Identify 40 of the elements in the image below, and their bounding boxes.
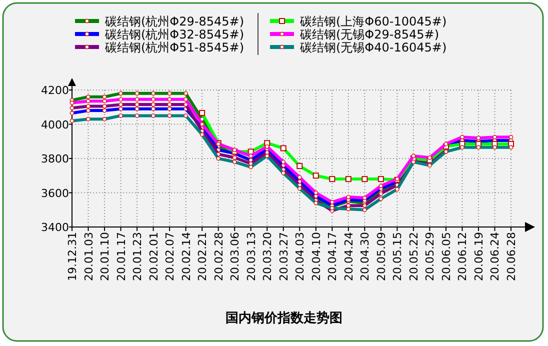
legend-label: 碳结钢(杭州Φ51-8545#) xyxy=(104,40,244,54)
y-tick-label: 4000 xyxy=(41,118,69,132)
x-tick-label: 20.05.22 xyxy=(407,232,420,281)
x-tick-label: 20.02.07 xyxy=(164,232,177,281)
x-tick-label: 20.02.28 xyxy=(212,232,226,281)
x-tick-label: 20.01.23 xyxy=(131,232,144,281)
x-tick-label: 20.03.20 xyxy=(261,232,274,281)
x-tick-label: 20.06.24 xyxy=(488,232,502,281)
text: 国内钢价指数走势图 xyxy=(226,310,342,326)
legend-label: 碳结钢(上海Φ60-10045#) xyxy=(299,14,447,28)
x-tick-label: 20.04.24 xyxy=(342,232,356,281)
x-tick-label: 20.03.27 xyxy=(277,232,290,281)
x-tick-label: 20.05.29 xyxy=(424,232,437,281)
x-tick-label: 20.06.28 xyxy=(505,232,518,281)
x-tick-label: 20.04.30 xyxy=(358,232,372,281)
legend-label: 碳结钢(杭州Φ29-8545#) xyxy=(104,14,244,28)
x-tick-label: 20.02.01 xyxy=(147,232,160,281)
x-tick-label: 20.01.10 xyxy=(98,232,112,281)
x-tick-label: 20.01.17 xyxy=(114,232,128,281)
x-tick-label: 20.05.15 xyxy=(391,232,404,281)
x-tick-label: 20.04.03 xyxy=(294,232,307,281)
y-tick-label: 3800 xyxy=(41,152,69,166)
x-tick-label: 20.06.05 xyxy=(440,232,453,281)
x-tick-label: 20.06.19 xyxy=(472,232,486,281)
legend-label: 碳结钢(杭州Φ32-8545#) xyxy=(104,28,244,42)
x-tick-label: 20.02.21 xyxy=(196,232,210,281)
y-tick-label: 3600 xyxy=(41,186,69,200)
x-tick-label: 20.03.13 xyxy=(244,232,258,281)
x-tick-label: 20.04.10 xyxy=(310,232,323,281)
legend-label: 碳结钢(无锡Φ40-16045#) xyxy=(299,40,447,54)
y-tick-label: 3400 xyxy=(41,221,69,234)
x-tick-label: 20.05.09 xyxy=(374,232,388,281)
x-tick-label: 20.03.06 xyxy=(228,232,242,281)
x-tick-label: 20.01.03 xyxy=(82,232,96,281)
y-tick-label: 4200 xyxy=(41,84,69,97)
x-tick-label: 20.04.17 xyxy=(326,232,340,281)
legend-label: 碳结钢(无锡Φ29-8545#) xyxy=(299,28,440,42)
x-tick-label: 19.12.31 xyxy=(66,232,79,281)
x-tick-label: 20.02.14 xyxy=(180,232,193,281)
x-tick-label: 20.06.12 xyxy=(456,232,470,281)
